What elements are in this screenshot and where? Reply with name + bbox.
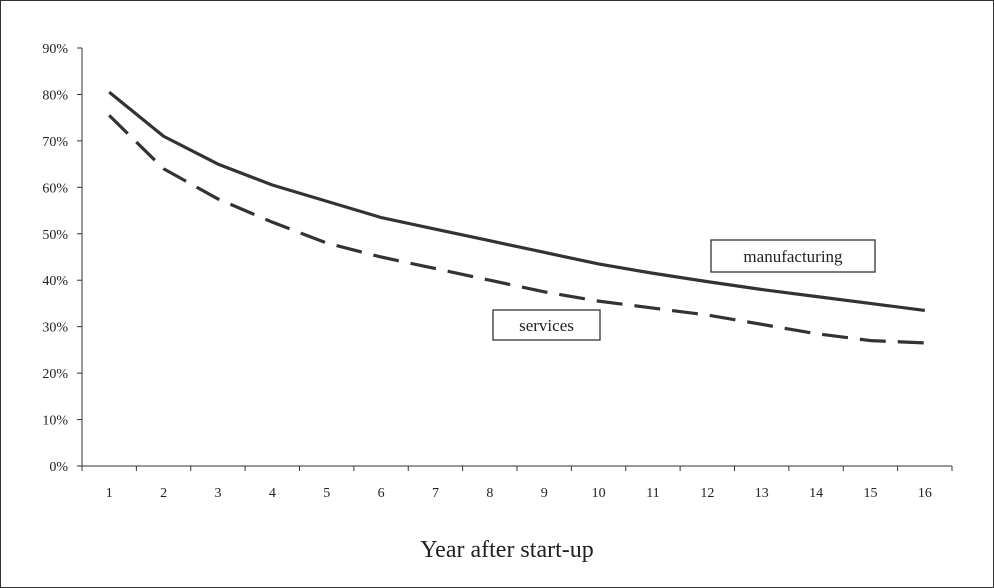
data-point-services [705,313,709,317]
series-label-text: services [519,316,574,335]
series-label-services: services [492,309,601,341]
series-label-manufacturing: manufacturing [710,239,876,273]
x-tick-label: 11 [646,486,659,501]
x-axis-ticks: 1 2 3 4 5 6 7 8 9 10 11 12 13 14 15 16 [81,466,953,501]
x-tick-label: 16 [918,486,932,501]
x-tick-label: 6 [378,486,385,501]
y-tick-label: 40% [42,274,68,289]
x-tick-label: 10 [592,486,606,501]
data-point-services [814,332,818,336]
y-axis-ticks: 0% 10% 20% 30% 40% 50% 60% 70% 80% 90% [42,42,82,475]
x-tick-label: 15 [863,486,877,501]
series-line-services [108,114,925,345]
y-tick-label: 80% [42,88,68,103]
series-label-box [710,239,876,273]
y-tick-label: 50% [42,228,68,243]
x-tick-label: 8 [486,486,493,501]
series-line-manufacturing [108,90,926,312]
x-tick-label: 1 [106,486,113,501]
series-labels: manufacturing services [492,239,876,341]
x-tick-label: 9 [541,486,548,501]
x-axis-title: Year after start-up [420,537,594,563]
y-tick-label: 90% [42,42,68,57]
y-tick-label: 70% [42,135,68,150]
series-label-box [492,309,601,341]
y-tick-label: 20% [42,367,68,382]
x-tick-label: 12 [700,486,714,501]
y-tick-label: 0% [49,460,68,475]
x-tick-label: 13 [755,486,769,501]
series-label-text: manufacturing [743,247,843,266]
x-tick-label: 7 [432,486,439,501]
y-tick-label: 10% [42,414,68,429]
y-tick-label: 30% [42,321,68,336]
x-tick-label: 2 [160,486,167,501]
x-tick-label: 5 [323,486,330,501]
x-tick-label: 3 [214,486,221,501]
x-tick-label: 14 [809,486,823,501]
series-lines [108,90,926,345]
x-tick-label: 4 [269,486,276,501]
y-tick-label: 60% [42,181,68,196]
